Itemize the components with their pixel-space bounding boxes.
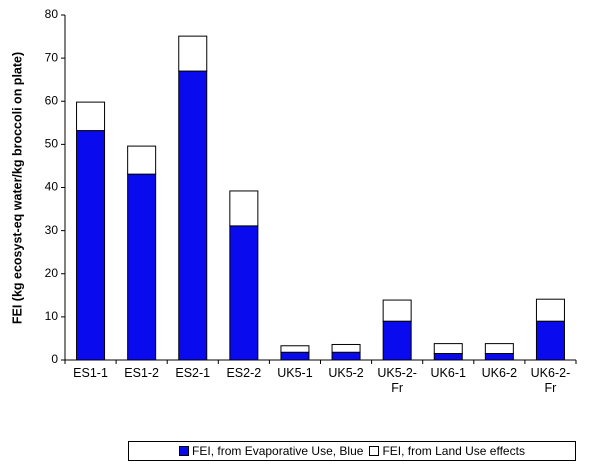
y-axis-label: FEI (kg ecosyst-eq water/kg broccoli on … (10, 52, 24, 324)
bar-segment (280, 345, 310, 353)
bar-segment (280, 351, 310, 361)
bar-segment (229, 190, 259, 227)
bar-segment (484, 343, 514, 355)
y-tick-label: 80 (45, 7, 59, 21)
x-tick-label: UK5-2 (328, 366, 364, 380)
legend-item: FEI, from Land Use effects (369, 444, 525, 458)
bar-segment (229, 225, 259, 361)
bar-segment (433, 353, 463, 361)
x-tick-label: UK5-2-Fr (377, 366, 417, 395)
bar-segment (331, 351, 361, 361)
bar-segment (535, 320, 565, 361)
x-tick-label: ES1-2 (124, 366, 160, 380)
y-tick-label: 10 (45, 309, 59, 323)
bar-segment (76, 101, 106, 132)
bar-segment (382, 299, 412, 322)
bar-segment (382, 320, 412, 361)
y-tick-label: 30 (45, 223, 59, 237)
y-tick-label: 60 (45, 93, 59, 107)
bar-segment (484, 353, 514, 361)
x-tick-label: UK6-2-Fr (530, 366, 571, 395)
x-tick-label: UK6-1 (430, 366, 466, 380)
bar-segment (178, 35, 208, 72)
y-tick-label: 50 (45, 137, 59, 151)
bar-segment (127, 145, 157, 175)
legend-item: FEI, from Evaporative Use, Blue (179, 444, 363, 458)
legend-label: FEI, from Evaporative Use, Blue (192, 444, 364, 458)
bar-segment (127, 173, 157, 361)
legend-swatch (369, 446, 380, 456)
bar-segment (76, 130, 106, 361)
bar-segment (331, 343, 361, 353)
y-tick-label: 40 (45, 180, 59, 194)
y-tick-label: 0 (51, 352, 58, 366)
bar-segment (433, 343, 463, 355)
y-tick-label: 20 (45, 266, 59, 280)
bar-segment (178, 70, 208, 361)
legend-swatch (179, 446, 190, 456)
x-tick-label: ES2-2 (226, 366, 262, 380)
y-tick-label: 70 (45, 50, 59, 64)
bar-segment (535, 298, 565, 322)
x-tick-label: UK6-2 (481, 366, 518, 380)
x-tick-label: ES2-1 (175, 366, 211, 380)
x-tick-label: UK5-1 (277, 366, 313, 380)
legend-label: FEI, from Land Use effects (382, 444, 525, 458)
x-tick-label: ES1-1 (73, 366, 108, 380)
legend: FEI, from Evaporative Use, Blue FEI, from… (128, 441, 576, 461)
